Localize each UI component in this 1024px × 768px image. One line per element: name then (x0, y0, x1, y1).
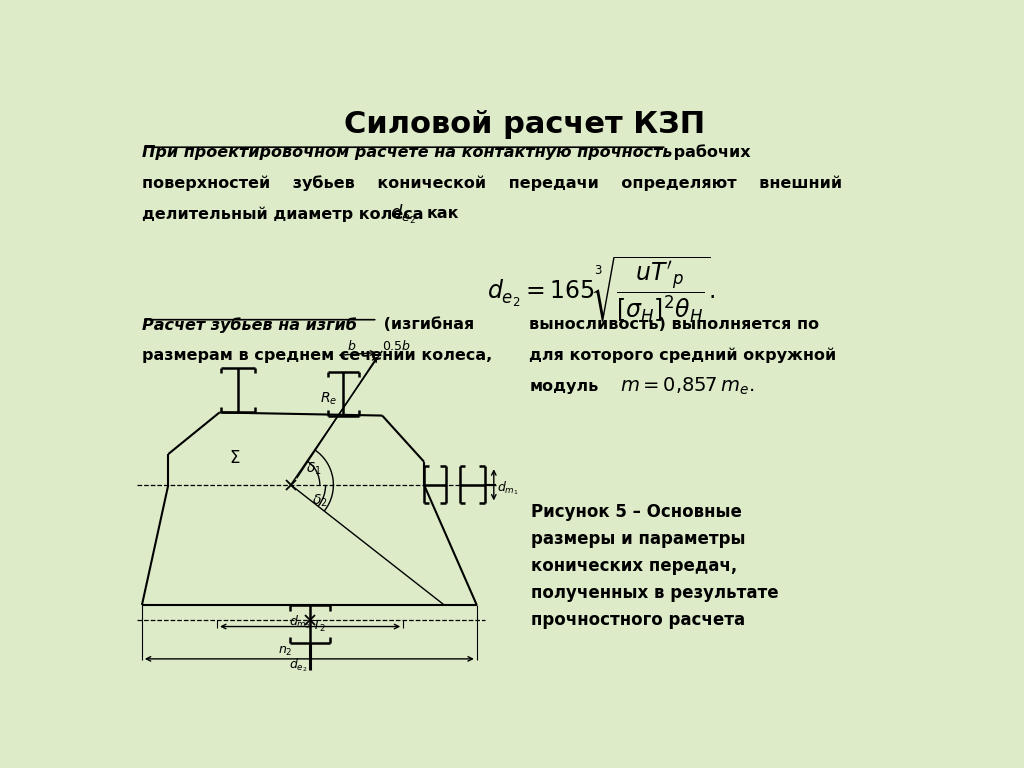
Text: $\delta_2$: $\delta_2$ (312, 493, 328, 509)
Text: размерам в среднем сечении колеса,: размерам в среднем сечении колеса, (142, 348, 493, 362)
Text: $d_{e_2}$: $d_{e_2}$ (289, 656, 308, 674)
Text: модуль: модуль (529, 379, 599, 394)
Text: $m = 0{,}857\,m_e.$: $m = 0{,}857\,m_e.$ (621, 376, 755, 397)
Text: При проектировочном расчете на контактную прочность: При проектировочном расчете на контактну… (142, 144, 673, 160)
Text: делительный диаметр колеса: делительный диаметр колеса (142, 206, 424, 222)
Text: Силовой расчет КЗП: Силовой расчет КЗП (344, 110, 706, 139)
Text: выносливость) выполняется по: выносливость) выполняется по (529, 317, 819, 332)
Text: поверхностей    зубьев    конической    передачи    определяют    внешний: поверхностей зубьев конической передачи … (142, 175, 842, 191)
Text: рабочих: рабочих (669, 144, 751, 161)
Text: $d_{m_1}$: $d_{m_1}$ (497, 479, 519, 497)
Text: $d_{m_2}$: $d_{m_2}$ (289, 613, 311, 631)
Text: $\Sigma$: $\Sigma$ (228, 449, 240, 467)
Text: $T_2$: $T_2$ (311, 618, 326, 634)
Text: для которого средний окружной: для которого средний окружной (529, 348, 837, 363)
Text: как: как (426, 206, 459, 221)
Text: $d_{e_2}$: $d_{e_2}$ (390, 203, 416, 226)
Text: $\delta_1$: $\delta_1$ (306, 461, 322, 477)
Text: Рисунок 5 – Основные
размеры и параметры
конических передач,
полученных в резуль: Рисунок 5 – Основные размеры и параметры… (531, 502, 778, 629)
Text: $0.5b$: $0.5b$ (382, 339, 412, 353)
Text: $n_2$: $n_2$ (278, 645, 292, 658)
Text: Расчет зубьев на изгиб: Расчет зубьев на изгиб (142, 317, 356, 333)
Text: $R_e$: $R_e$ (321, 390, 337, 407)
Text: $b$: $b$ (347, 339, 356, 353)
Text: $d_{e_2} = 165\sqrt[3]{\dfrac{uT'_p}{[\sigma_H]^2\theta_H}}.$: $d_{e_2} = 165\sqrt[3]{\dfrac{uT'_p}{[\s… (486, 254, 715, 323)
Text: (изгибная: (изгибная (378, 317, 474, 332)
